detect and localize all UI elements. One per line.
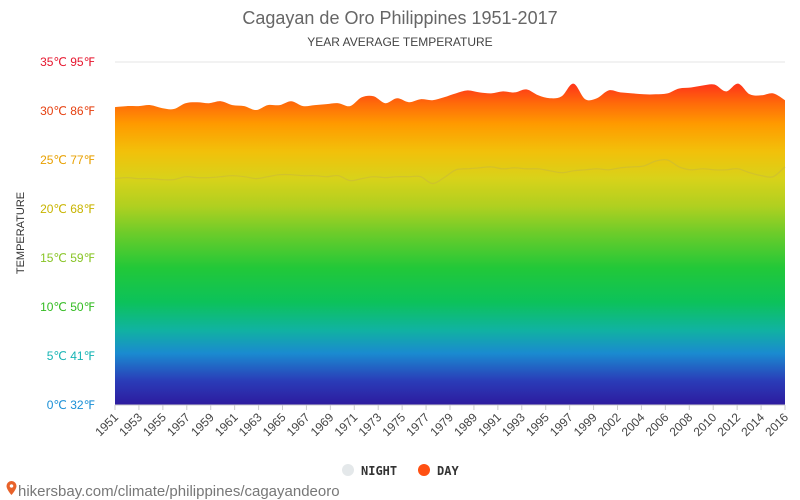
series-areas [114,83,786,406]
footer: hikersbay.com/climate/philippines/cagaya… [6,481,340,500]
y-tick-label: 25℃ 77℉ [40,153,95,167]
x-tick-label: 2008 [667,410,696,439]
x-tick-label: 2004 [619,410,648,439]
y-tick-label: 5℃ 41℉ [47,349,95,363]
legend-day-marker[interactable] [418,464,430,476]
chart-subtitle: YEAR AVERAGE TEMPERATURE [307,35,492,49]
legend-night-label[interactable]: NIGHT [361,464,397,478]
x-tick-label: 1951 [92,410,121,439]
legend-day-label[interactable]: DAY [437,464,459,478]
x-tick-label: 1965 [260,410,289,439]
x-tick-label: 1997 [547,410,576,439]
x-tick-label: 2014 [738,410,767,439]
x-tick-label: 1971 [332,410,361,439]
y-tick-label: 15℃ 59℉ [40,251,95,265]
y-tick-label: 20℃ 68℉ [40,202,95,216]
x-tick-label: 2016 [762,410,791,439]
y-axis-label: TEMPERATURE [15,192,27,274]
x-tick-label: 1969 [308,410,337,439]
y-tick-label: 35℃ 95℉ [40,55,95,69]
night-series-area[interactable] [115,159,785,405]
x-tick-label: 2012 [714,410,743,439]
x-tick-label: 1959 [188,410,217,439]
x-tick-label: 1967 [284,410,313,439]
x-tick-label: 1955 [140,410,169,439]
night-series-line [114,158,786,185]
x-tick-label: 1993 [499,410,528,439]
y-tick-label: 0℃ 32℉ [47,398,95,412]
x-tick-label: 1979 [427,410,456,439]
location-pin-icon [6,481,17,495]
y-tick-label: 30℃ 86℉ [40,104,95,118]
x-tick-label: 1953 [116,410,145,439]
x-tick-label: 1963 [236,410,265,439]
x-tick-label: 1975 [379,410,408,439]
x-tick-label: 1961 [212,410,241,439]
footer-link[interactable]: hikersbay.com/climate/philippines/cagaya… [18,483,340,500]
chart-title: Cagayan de Oro Philippines 1951-2017 [242,8,557,28]
x-tick-label: 1973 [356,410,385,439]
x-axis-ticks: 1951195319551957195919611963196519671969… [92,405,791,439]
x-tick-label: 1991 [475,410,504,439]
x-tick-label: 1999 [571,410,600,439]
y-tick-label: 10℃ 50℉ [40,300,95,314]
y-axis-ticks: 0℃ 32℉ 5℃ 41℉ 10℃ 50℉ 15℃ 59℉ 20℃ 68℉ 25℃ 77℉… [40,55,95,412]
x-tick-label: 1957 [164,410,193,439]
legend-night-marker[interactable] [342,464,354,476]
x-tick-label: 2006 [643,410,672,439]
x-tick-label: 2010 [691,410,720,439]
x-tick-label: 1995 [523,410,552,439]
legend: NIGHT DAY [342,464,459,478]
x-tick-label: 2002 [595,410,624,439]
x-tick-label: 1989 [451,410,480,439]
x-tick-label: 1977 [403,410,432,439]
